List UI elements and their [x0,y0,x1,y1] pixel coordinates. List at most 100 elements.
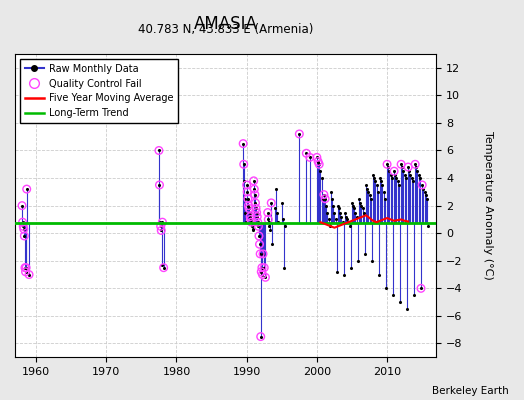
Point [385,168,394,174]
Point [421,192,430,198]
Point [327,189,335,195]
Point [405,168,413,174]
Point [316,168,324,174]
Point [245,205,253,212]
Point [25,271,33,278]
Point [270,205,279,212]
Point [243,189,252,195]
Text: Berkeley Earth: Berkeley Earth [432,386,508,396]
Point [321,196,329,202]
Point [417,285,425,292]
Legend: Raw Monthly Data, Quality Control Fail, Five Year Moving Average, Long-Term Tren: Raw Monthly Data, Quality Control Fail, … [20,59,178,123]
Point [156,219,165,225]
Point [155,147,163,154]
Point [302,150,311,156]
Point [257,333,265,340]
Point [386,172,395,178]
Point [267,200,276,206]
Point [260,264,268,271]
Point [376,175,384,181]
Point [419,186,428,192]
Point [22,264,30,271]
Point [250,192,259,198]
Point [259,251,267,257]
Point [157,227,166,234]
Point [254,219,262,225]
Point [264,209,272,216]
Point [18,219,27,225]
Point [423,196,431,202]
Point [399,168,408,174]
Point [256,251,264,257]
Point [400,172,409,178]
Point [377,178,386,184]
Point [281,223,289,230]
Point [392,175,401,181]
Point [157,223,165,230]
Point [241,209,249,216]
Point [245,205,253,212]
Point [295,131,303,137]
Point [356,200,364,206]
Point [239,161,248,168]
Point [322,202,331,209]
Point [357,202,366,209]
Point [339,219,347,225]
Point [424,223,432,230]
Point [255,241,264,248]
Point [302,150,311,156]
Point [21,269,30,275]
Point [320,192,328,198]
Point [247,219,256,225]
Point [242,219,250,225]
Point [248,226,257,232]
Point [340,271,348,278]
Point [249,178,258,184]
Point [255,233,263,239]
Point [329,202,337,209]
Point [350,205,358,212]
Point [413,168,422,174]
Point [279,216,287,223]
Point [254,223,263,230]
Point [244,202,253,209]
Point [249,227,257,234]
Point [18,202,26,209]
Point [246,214,254,220]
Point [410,292,418,298]
Point [378,182,387,188]
Point [371,178,379,184]
Point [366,196,375,202]
Point [274,219,282,225]
Point [388,175,396,181]
Point [247,216,255,223]
Point [396,299,404,305]
Point [349,202,357,209]
Point [314,158,322,165]
Point [364,189,373,195]
Point [323,209,332,216]
Point [369,172,377,178]
Point [333,269,341,275]
Point [330,209,339,216]
Point [22,264,30,271]
Point [344,219,353,225]
Point [257,269,266,275]
Point [158,219,167,225]
Point [264,216,272,223]
Point [155,182,163,188]
Point [315,161,323,168]
Point [250,186,258,192]
Point [255,241,264,248]
Point [25,271,33,278]
Point [257,333,265,340]
Point [370,175,378,181]
Point [361,251,369,257]
Point [258,271,267,278]
Point [251,200,259,206]
Point [313,154,321,160]
Point [375,271,383,278]
Point [20,233,28,239]
Point [253,214,261,220]
Point [391,172,399,178]
